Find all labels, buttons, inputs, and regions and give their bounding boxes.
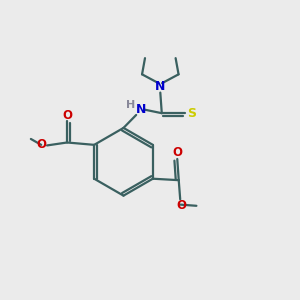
Text: H: H xyxy=(126,100,135,110)
Text: O: O xyxy=(62,109,72,122)
Text: O: O xyxy=(37,138,47,151)
Text: O: O xyxy=(176,199,186,212)
Text: N: N xyxy=(155,80,166,93)
Text: O: O xyxy=(172,146,182,159)
Text: N: N xyxy=(136,103,146,116)
Text: S: S xyxy=(187,107,196,120)
